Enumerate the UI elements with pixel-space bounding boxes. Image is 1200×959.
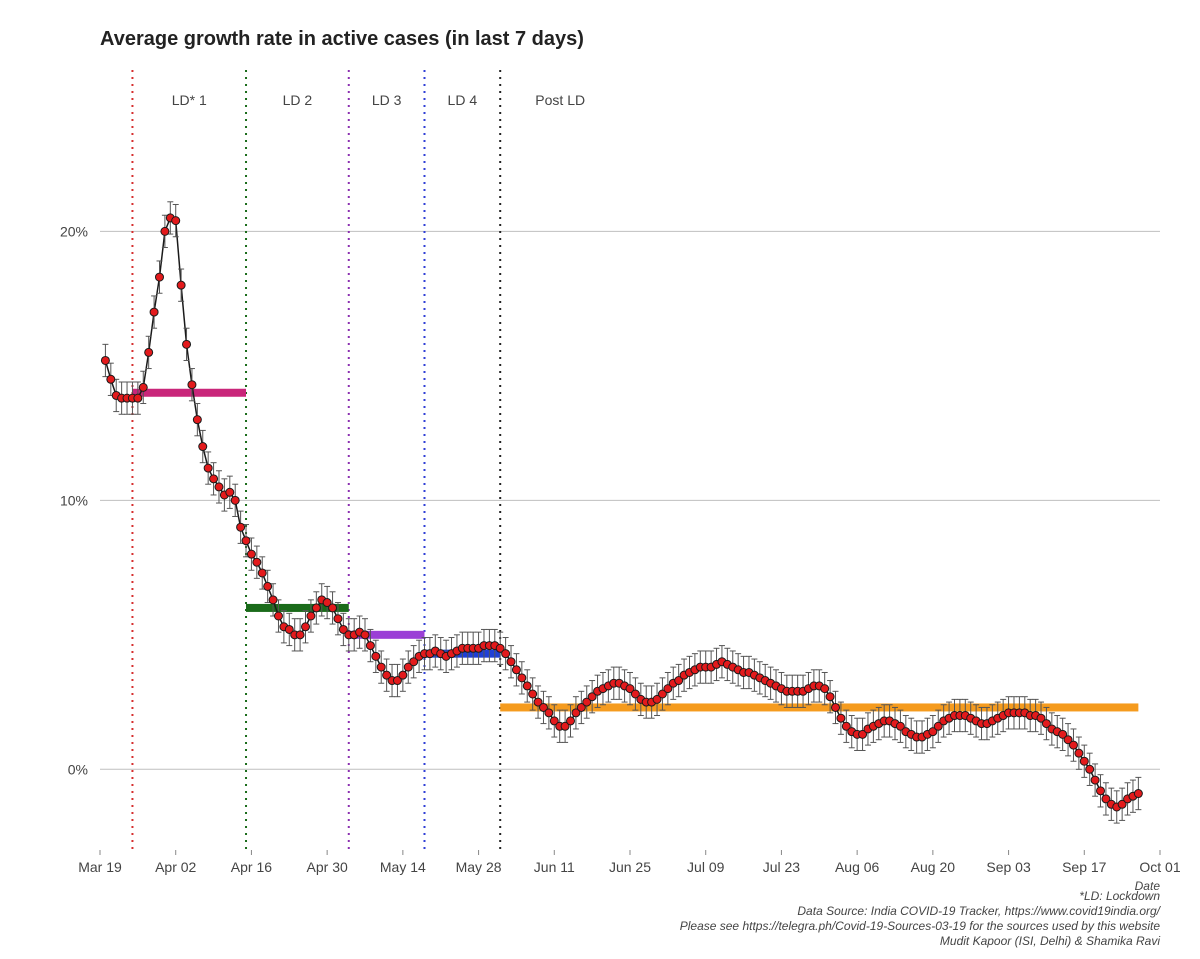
x-tick-label: May 28 (456, 859, 502, 875)
data-marker (247, 550, 255, 558)
data-marker (237, 523, 245, 531)
footer-line: Data Source: India COVID-19 Tracker, htt… (797, 904, 1161, 918)
data-marker (366, 642, 374, 650)
data-marker (312, 604, 320, 612)
x-tick-label: Jun 11 (534, 859, 575, 875)
series-line (105, 218, 1138, 807)
chart-svg: 0% 10% 20% Mar 19 Apr 02 Apr 16 Apr 30 May 14 Ma… (0, 0, 1200, 959)
data-marker (545, 709, 553, 717)
x-tick-label: Sep 03 (986, 859, 1031, 875)
data-marker (177, 281, 185, 289)
data-marker (837, 714, 845, 722)
data-marker (150, 308, 158, 316)
x-tick-label: Apr 16 (231, 859, 272, 875)
data-marker (161, 227, 169, 235)
phase-label: LD* 1 (172, 92, 207, 108)
data-marker (188, 381, 196, 389)
data-marker (523, 682, 531, 690)
data-marker (210, 475, 218, 483)
data-marker (329, 604, 337, 612)
phase-label: Post LD (535, 92, 585, 108)
data-marker (155, 273, 163, 281)
data-marker (193, 416, 201, 424)
data-marker (258, 569, 266, 577)
data-marker (101, 356, 109, 364)
data-marker (307, 612, 315, 620)
chart-container: Average growth rate in active cases (in … (0, 0, 1200, 959)
y-tick-label: 0% (68, 761, 88, 777)
data-marker (204, 464, 212, 472)
data-marker (507, 658, 515, 666)
data-marker (1075, 749, 1083, 757)
data-marker (399, 671, 407, 679)
footer-line: Mudit Kapoor (ISI, Delhi) & Shamika Ravi (940, 934, 1160, 948)
x-tick-label: May 14 (380, 859, 426, 875)
data-marker (377, 663, 385, 671)
data-marker (821, 685, 829, 693)
x-tick-label: Apr 30 (307, 859, 348, 875)
data-marker (107, 375, 115, 383)
data-marker (361, 631, 369, 639)
phase-label: LD 3 (372, 92, 402, 108)
data-marker (502, 650, 510, 658)
data-marker (296, 631, 304, 639)
x-tick-label: Aug 20 (911, 859, 956, 875)
phase-label: LD 2 (283, 92, 313, 108)
x-tick-label: Oct 01 (1139, 859, 1180, 875)
data-marker (1080, 757, 1088, 765)
y-tick-label: 20% (60, 223, 88, 239)
data-marker (1069, 741, 1077, 749)
data-marker (518, 674, 526, 682)
data-marker (199, 443, 207, 451)
data-marker (826, 693, 834, 701)
data-marker (264, 582, 272, 590)
footer-line: *LD: Lockdown (1079, 889, 1160, 903)
data-marker (567, 717, 575, 725)
data-marker (253, 558, 261, 566)
data-marker (832, 703, 840, 711)
data-marker (226, 488, 234, 496)
y-tick-label: 10% (60, 492, 88, 508)
data-marker (302, 623, 310, 631)
data-marker (529, 690, 537, 698)
data-marker (172, 217, 180, 225)
x-tick-label: Jul 23 (763, 859, 801, 875)
data-marker (231, 496, 239, 504)
chart-title: Average growth rate in active cases (in … (100, 28, 584, 51)
data-marker (1097, 787, 1105, 795)
data-marker (372, 652, 380, 660)
data-marker (1134, 790, 1142, 798)
x-tick-label: Jul 09 (687, 859, 725, 875)
data-marker (269, 596, 277, 604)
data-marker (139, 383, 147, 391)
data-marker (183, 340, 191, 348)
footer-line: Please see https://telegra.ph/Covid-19-S… (680, 919, 1161, 933)
data-marker (134, 394, 142, 402)
x-tick-label: Mar 19 (78, 859, 122, 875)
data-marker (145, 348, 153, 356)
data-marker (215, 483, 223, 491)
data-marker (334, 615, 342, 623)
data-marker (512, 666, 520, 674)
x-tick-label: Aug 06 (835, 859, 880, 875)
x-tick-label: Apr 02 (155, 859, 196, 875)
x-tick-label: Jun 25 (609, 859, 651, 875)
period-bar (132, 389, 246, 397)
x-tick-label: Sep 17 (1062, 859, 1107, 875)
data-marker (1086, 765, 1094, 773)
phase-label: LD 4 (448, 92, 478, 108)
data-marker (1091, 776, 1099, 784)
data-marker (274, 612, 282, 620)
data-marker (242, 537, 250, 545)
